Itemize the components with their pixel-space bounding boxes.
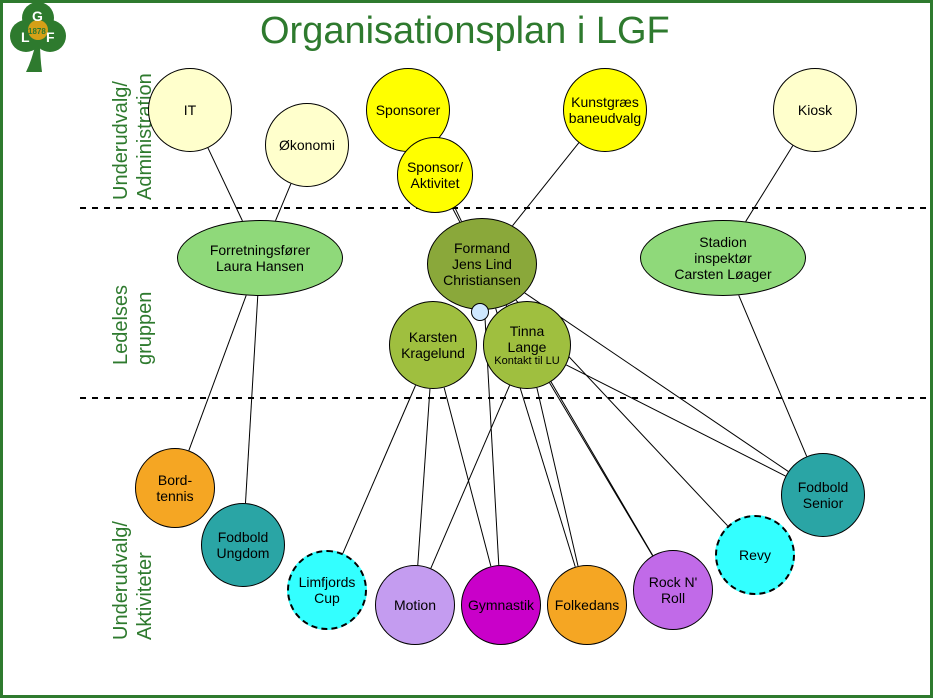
node-label: Revy xyxy=(739,547,771,563)
node-label: Rock N' xyxy=(649,574,698,590)
node-limfjords: LimfjordsCup xyxy=(287,550,367,630)
node-label: Lange xyxy=(508,339,547,355)
node-fb_ungdom: FodboldUngdom xyxy=(201,503,285,587)
node-label: baneudvalg xyxy=(569,110,641,126)
section-label-aktiv-2: Aktiviteter xyxy=(134,552,157,640)
node-label: Kiosk xyxy=(798,102,832,118)
node-label: Senior xyxy=(803,495,843,511)
node-label: inspektør xyxy=(694,250,752,266)
node-label: Aktivitet xyxy=(410,175,459,191)
node-label: Limfjords xyxy=(299,574,356,590)
node-label: Fodbold xyxy=(798,479,849,495)
node-label: Kragelund xyxy=(401,345,465,361)
node-kunstgraes: Kunstgræsbaneudvalg xyxy=(563,68,647,152)
node-label: Carsten Løager xyxy=(674,266,771,282)
node-karsten: KarstenKragelund xyxy=(389,301,477,389)
section-label-admin-1: Underudvalg/ xyxy=(110,81,133,200)
node-stadion: StadioninspektørCarsten Løager xyxy=(640,220,806,296)
node-bordtennis: Bord-tennis xyxy=(135,448,215,528)
lgf-logo: L G F 1878 xyxy=(2,2,74,74)
node-small xyxy=(471,303,489,321)
node-label: Tinna xyxy=(510,323,545,339)
node-revy: Revy xyxy=(715,515,795,595)
node-label: Fodbold xyxy=(218,529,269,545)
node-label: Karsten xyxy=(409,329,457,345)
node-label: Laura Hansen xyxy=(216,258,304,274)
node-label: Økonomi xyxy=(279,137,335,153)
node-gymnastik: Gymnastik xyxy=(461,565,541,645)
node-label: Ungdom xyxy=(217,545,270,561)
node-label: Forretningsfører xyxy=(210,242,310,258)
node-sponsor_aktivitet: Sponsor/Aktivitet xyxy=(397,137,473,213)
node-fb_senior: FodboldSenior xyxy=(781,453,865,537)
node-label: Motion xyxy=(394,597,436,613)
node-label: Stadion xyxy=(699,234,746,250)
node-label: Roll xyxy=(661,590,685,606)
node-label: tennis xyxy=(156,488,193,504)
section-label-aktiv-1: Underudvalg/ xyxy=(110,521,133,640)
page-title: Organisationsplan i LGF xyxy=(260,10,670,53)
section-label-ledelse-2: gruppen xyxy=(134,292,157,365)
node-rocknroll: Rock N'Roll xyxy=(633,550,713,630)
node-label: Formand xyxy=(454,240,510,256)
logo-year: 1878 xyxy=(28,27,46,36)
section-label-ledelse-1: Ledelses xyxy=(110,285,133,365)
node-label: Folkedans xyxy=(555,597,620,613)
node-motion: Motion xyxy=(375,565,455,645)
logo-letter-g: G xyxy=(32,8,43,24)
node-it: IT xyxy=(148,68,232,152)
logo-letter-f: F xyxy=(46,29,55,45)
node-label: Gymnastik xyxy=(468,597,534,613)
node-label: Kunstgræs xyxy=(571,94,639,110)
node-kiosk: Kiosk xyxy=(773,68,857,152)
node-okonomi: Økonomi xyxy=(265,103,349,187)
node-label: IT xyxy=(184,102,196,118)
node-sublabel: Kontakt til LU xyxy=(494,355,559,368)
node-forretning: ForretningsførerLaura Hansen xyxy=(177,220,343,296)
node-label: Cup xyxy=(314,590,340,606)
node-formand: FormandJens LindChristiansen xyxy=(427,218,537,310)
node-tinna: TinnaLangeKontakt til LU xyxy=(483,301,571,389)
node-label: Sponsorer xyxy=(376,102,441,118)
node-label: Christiansen xyxy=(443,272,521,288)
node-label: Sponsor/ xyxy=(407,159,463,175)
node-label: Jens Lind xyxy=(452,256,512,272)
node-label: Bord- xyxy=(158,472,192,488)
node-folkedans: Folkedans xyxy=(547,565,627,645)
